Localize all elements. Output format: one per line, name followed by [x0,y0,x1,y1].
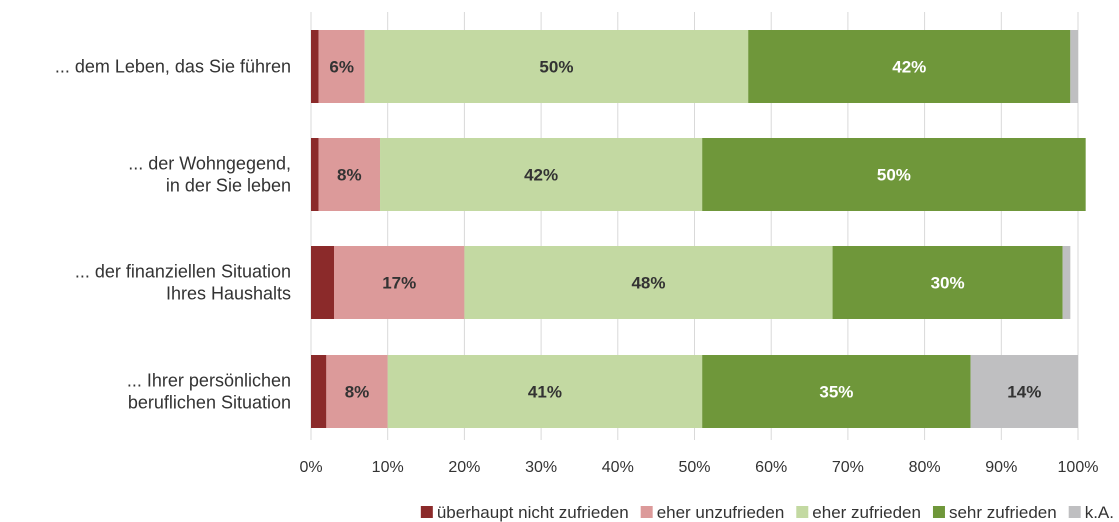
legend-swatch [640,506,653,518]
bar-segment [311,30,319,103]
bar-segment [464,246,833,319]
category-label: ... der finanziellen Situation [75,262,291,282]
x-axis-ticks: 0% 10% 20% 30% 40% 50% 60% 70% 80% 90% 100% [299,459,1098,476]
category-label: ... der Wohngegend, [128,154,291,174]
x-tick-label: 50% [678,459,710,476]
bar-segment [326,355,388,428]
data-label: 42% [892,58,926,77]
legend-label: eher unzufrieden [657,503,785,522]
bar-segment [318,138,381,211]
bar-segment [1070,30,1078,103]
category-labels: ... dem Leben, das Sie führen ... der Woh… [55,57,291,413]
x-tick-label: 80% [909,459,941,476]
legend-swatch [1068,506,1081,518]
data-label: 50% [539,58,573,77]
bar-segment [334,246,465,319]
legend: überhaupt nicht zufrieden eher unzufriede… [420,503,1114,522]
bar-segment [702,355,971,428]
bar-segment [311,246,335,319]
category-label: beruflichen Situation [128,393,291,413]
data-label: 50% [877,166,911,185]
category-label: in der Sie leben [166,176,291,196]
x-tick-label: 20% [448,459,480,476]
bar-segment [311,355,327,428]
x-tick-label: 30% [525,459,557,476]
bar-segment [364,30,749,103]
x-tick-label: 70% [832,459,864,476]
x-tick-label: 0% [299,459,322,476]
bar-segment [311,138,319,211]
bar-segment [387,355,703,428]
bar-segment [1062,246,1071,319]
legend-label: eher zufrieden [812,503,921,522]
data-label: 48% [631,274,665,293]
bar-segment [970,355,1078,428]
category-label: ... dem Leben, das Sie führen [55,57,291,77]
legend-label: sehr zufrieden [949,503,1057,522]
data-label: 8% [337,166,362,185]
data-label: 17% [382,274,416,293]
data-label: 14% [1007,383,1041,402]
legend-swatch [796,506,809,518]
bar-segment [318,30,365,103]
legend-swatch [932,506,945,518]
data-label: 6% [329,58,354,77]
x-tick-label: 40% [602,459,634,476]
data-label: 35% [819,383,853,402]
x-tick-label: 90% [985,459,1017,476]
data-label: 8% [345,383,370,402]
bar-segment [702,138,1086,211]
legend-label: k.A. [1085,503,1114,522]
x-tick-label: 60% [755,459,787,476]
x-tick-label: 100% [1058,459,1099,476]
data-label: 30% [931,274,965,293]
category-label: Ihres Haushalts [166,284,291,304]
bars: 6% 50% 42% 8% 42% 50% 17% 48% 30% 8% 41% 35% 14% [311,30,1086,428]
legend-label: überhaupt nicht zufrieden [437,503,629,522]
bar-segment [748,30,1071,103]
data-label: 41% [528,383,562,402]
x-tick-label: 10% [372,459,404,476]
category-label: ... Ihrer persönlichen [127,371,291,391]
bar-segment [380,138,703,211]
legend-swatch [420,506,433,518]
bar-segment [832,246,1063,319]
data-label: 42% [524,166,558,185]
